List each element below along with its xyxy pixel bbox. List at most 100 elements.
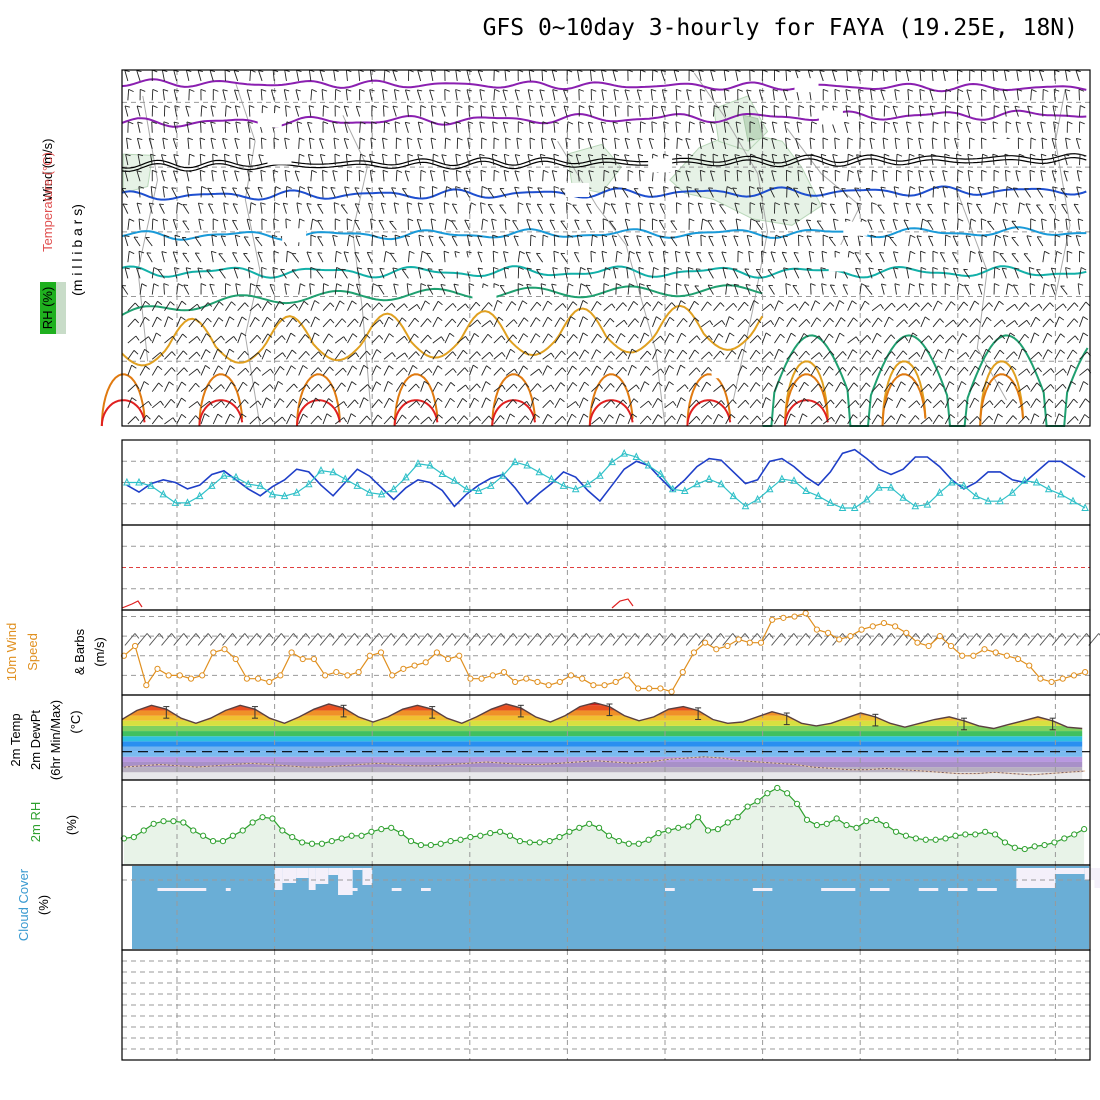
wind-barb <box>658 220 666 231</box>
wind-speed-line-point <box>813 626 820 633</box>
wind-barb <box>560 253 568 263</box>
wind-barb-flag <box>136 267 142 270</box>
wind-barb-flag <box>649 138 655 140</box>
isotherm-35-loop <box>686 399 732 427</box>
wind-barb <box>525 203 531 214</box>
wind-barb <box>1012 187 1019 198</box>
wind-barb-flag <box>491 218 497 221</box>
wind-barb <box>260 202 263 214</box>
wind-barb <box>479 154 483 166</box>
thickness-line-point <box>802 486 810 494</box>
wind-barb-flag <box>200 169 206 173</box>
wind-barb <box>883 316 890 328</box>
wind-barb-flag <box>552 267 558 270</box>
wind-barb <box>280 269 287 279</box>
wind10m-barb <box>197 633 209 646</box>
wind-barb-flag <box>552 89 558 92</box>
wind-barb <box>725 414 732 425</box>
wind-barb-flag <box>429 89 435 92</box>
wind10m-barb-flag <box>463 633 469 639</box>
wind-barb-flag <box>257 416 262 422</box>
wind-barb-flag <box>653 267 659 271</box>
wind-barb <box>1026 235 1032 247</box>
wind-barb-flag <box>403 367 408 373</box>
wind-barb <box>944 301 952 311</box>
wind-barb <box>249 400 259 409</box>
wind-barb-flag <box>418 234 424 238</box>
wind-barb-flag <box>1034 413 1040 418</box>
wind-barb-flag <box>148 336 152 342</box>
wind-barb <box>455 154 458 166</box>
wind-barb-flag <box>210 137 216 140</box>
wind-barb-flag <box>146 415 151 420</box>
wind-barb-flag <box>586 219 592 222</box>
wind-barb-flag <box>186 170 192 173</box>
ylabel-minmax: (6hr Min/Max) <box>48 700 63 780</box>
wind-barb <box>151 301 158 311</box>
wind-barb <box>137 121 141 133</box>
wind-barb <box>347 413 352 425</box>
wind-barb-flag <box>870 105 877 108</box>
wind-barb <box>859 382 867 392</box>
wind-barb <box>308 69 312 82</box>
wind-barb <box>574 219 580 231</box>
wind10m-barb <box>417 633 429 646</box>
wind-barb-flag <box>685 170 691 173</box>
wind10m-barb <box>1076 633 1087 646</box>
wind-barb-flag <box>602 137 608 141</box>
wind-barb-flag <box>485 397 491 402</box>
wind-barb <box>931 283 934 295</box>
wind-barb-flag <box>603 283 610 287</box>
thickness-line-point <box>220 471 228 479</box>
wind-barb-flag <box>1013 187 1018 189</box>
wind-barb <box>529 137 531 149</box>
wind-barb-flag <box>451 318 457 324</box>
wind-barb <box>209 70 214 82</box>
wind-barb-flag <box>858 89 864 92</box>
dewpoint-line-dots <box>123 756 1086 776</box>
wind-barb <box>699 170 702 182</box>
wind-barb-flag <box>452 303 457 308</box>
wind-barb-flag <box>708 235 714 238</box>
wind-barb-flag <box>174 105 180 108</box>
wind-barb-flag <box>388 397 394 403</box>
wind-barb <box>212 400 222 409</box>
wind-barb-flag <box>323 105 329 109</box>
wind-barb-flag <box>879 383 884 389</box>
wind-barb-flag <box>966 121 972 124</box>
wind-barb-flag <box>822 169 829 173</box>
rh2m-point <box>546 837 553 845</box>
rh-legend-swatch <box>40 282 56 334</box>
wind-barb <box>347 399 355 409</box>
wind-barb <box>674 186 678 198</box>
wind-barb <box>896 303 905 312</box>
wind-barb-flag <box>363 316 369 321</box>
wind-barb <box>358 69 361 81</box>
wind-barb-flag <box>334 202 340 205</box>
wind-barb-flag <box>834 88 841 92</box>
wind-barb <box>896 381 902 392</box>
wind-barb <box>565 137 568 149</box>
wind-barb-flag <box>1014 304 1019 309</box>
wind-barb <box>139 316 146 328</box>
wind-barb-flag <box>831 416 835 422</box>
wind-barb <box>322 383 332 392</box>
wind-barb <box>393 202 397 214</box>
wind-barb <box>954 138 958 150</box>
wind-barb <box>383 398 390 409</box>
wind-barb <box>792 285 800 295</box>
ylabel-rh-units-part-0: (%) <box>64 815 79 835</box>
wind-barb-flag <box>222 89 228 92</box>
wind-barb <box>577 170 580 182</box>
wind-barb-flag <box>529 105 535 108</box>
wind-barb <box>1065 235 1068 247</box>
wind-speed-line-point <box>478 675 485 682</box>
wind-barb-flag <box>344 186 350 189</box>
wind-barb-flag <box>266 348 272 353</box>
wind-barb <box>456 336 466 344</box>
wind10m-barb-flag <box>683 633 689 639</box>
wind-barb <box>164 351 173 360</box>
wind-speed-line-point <box>523 675 530 682</box>
wind-barb <box>601 137 605 149</box>
wind-barb-flag <box>848 169 854 173</box>
